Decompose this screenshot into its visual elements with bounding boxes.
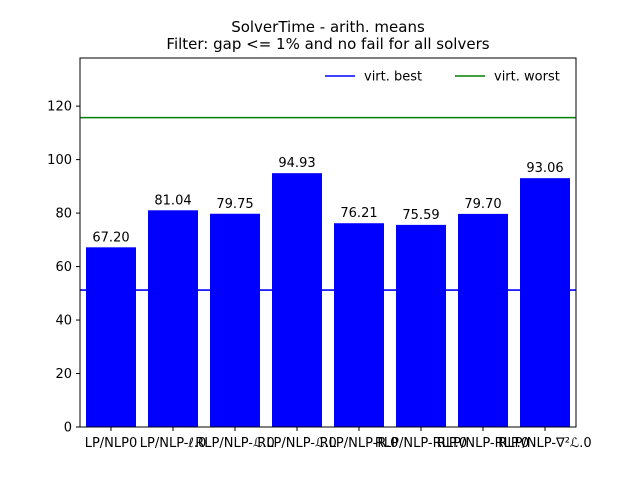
- bar-value-label-2: 81.04: [154, 193, 191, 208]
- chart-subtitle: Filter: gap <= 1% and no fail for all so…: [166, 35, 489, 53]
- y-tick-label-40: 40: [55, 314, 72, 329]
- bar-3: [210, 213, 260, 427]
- y-tick-label-0: 0: [64, 421, 72, 436]
- legend-label-1: virt. best: [364, 70, 422, 85]
- bar-value-label-5: 76.21: [340, 206, 377, 221]
- x-tick-label-2: LP/NLP-ℓ.0: [140, 436, 206, 451]
- x-tick-label-7: RLP/NLP-RLP.0: [437, 436, 529, 451]
- bar-6: [396, 224, 446, 427]
- bar-value-label-8: 93.06: [526, 161, 563, 176]
- bar-4: [272, 173, 322, 427]
- x-tick-label-5: RLP/NLP-R.0: [320, 436, 399, 451]
- chart-title: SolverTime - arith. means: [231, 18, 425, 36]
- bar-value-label-4: 94.93: [278, 156, 315, 171]
- axes-frame: [79, 57, 577, 428]
- x-tick-label-3: RLP/NLP-ℒ.0: [195, 436, 274, 451]
- x-tick-label-8: RLP/NLP-∇²ℒ.0: [498, 436, 591, 451]
- x-tick-label-4: RLP/NLP-ℒ.0: [257, 436, 336, 451]
- y-tick-label-60: 60: [55, 260, 72, 275]
- bar-8: [520, 178, 570, 427]
- y-tick-label-80: 80: [55, 207, 72, 222]
- bar-value-label-1: 67.20: [92, 230, 129, 245]
- bar-value-label-6: 75.59: [402, 208, 439, 223]
- bar-5: [334, 223, 384, 427]
- x-tick-label-1: LP/NLP0: [85, 436, 138, 451]
- legend: virt. best virt. worst: [325, 70, 560, 85]
- bar-1: [86, 247, 136, 427]
- bar-value-label-3: 79.75: [216, 197, 253, 212]
- bar-2: [148, 210, 198, 427]
- plot-area: 67.20 LP/NLP0 81.04 LP/NLP-ℓ.0 79.75 RLP/NLP-…: [47, 57, 592, 451]
- x-tick-label-6: RLP/NLP-RLP.0: [375, 436, 467, 451]
- y-tick-label-20: 20: [55, 367, 72, 382]
- bar-7: [458, 213, 508, 427]
- legend-label-2: virt. worst: [494, 70, 560, 85]
- y-tick-label-100: 100: [47, 153, 72, 168]
- y-tick-label-120: 120: [47, 100, 72, 115]
- bar-value-label-7: 79.70: [464, 197, 501, 212]
